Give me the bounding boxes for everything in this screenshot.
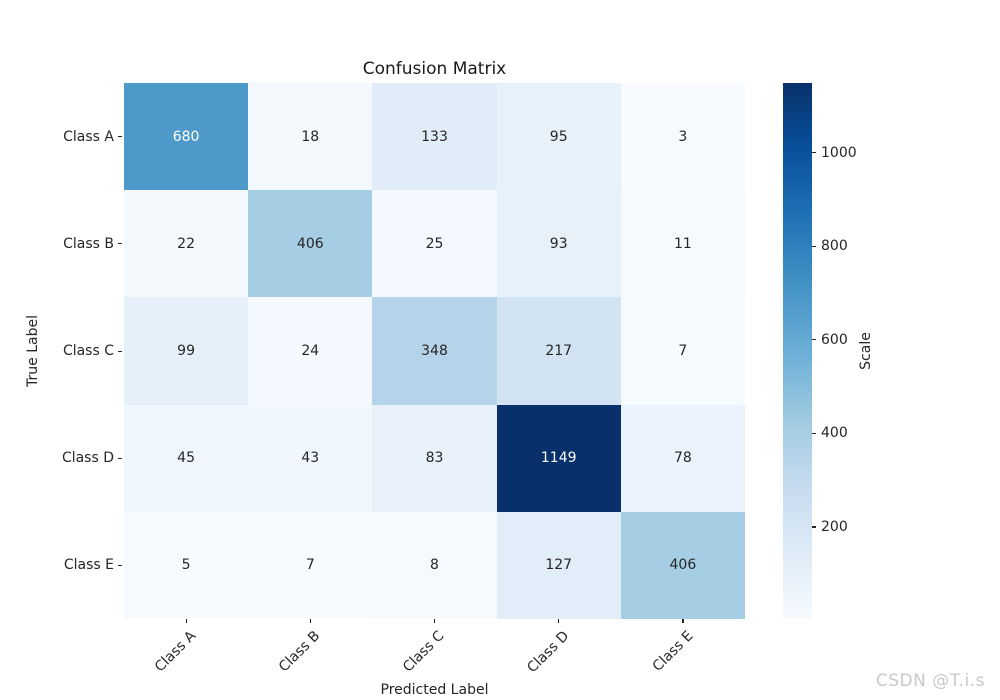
heatmap-grid: 680 18 133 95 3 22 406 25 93 11 99 24 348 217 7 45 43 83 1… (124, 83, 745, 619)
colorbar-tick-label: 600 (821, 331, 848, 348)
y-tick-mark (118, 136, 122, 138)
heatmap-cell-C-C: 348 (372, 297, 497, 405)
heatmap-cell-E-C: 8 (372, 511, 497, 619)
heatmap-cell-E-D: 127 (496, 511, 621, 619)
colorbar-tick-mark (812, 152, 816, 154)
colorbar-tick-label: 200 (821, 518, 848, 535)
chart-title: Confusion Matrix (362, 59, 507, 79)
heatmap-cell-A-B: 18 (248, 83, 373, 191)
x-tick-label: Class D (523, 628, 573, 677)
x-tick-mark (434, 619, 436, 623)
colorbar-label: Scale (858, 332, 874, 370)
heatmap-cell-E-A: 5 (124, 511, 249, 619)
heatmap-cell-D-E: 78 (620, 404, 745, 512)
x-tick-mark (309, 619, 311, 623)
x-tick-label: Class B (276, 628, 324, 676)
heatmap-cell-C-D: 217 (496, 297, 621, 405)
heatmap-cell-B-B: 406 (248, 190, 373, 298)
y-tick-label: Class A (63, 128, 114, 145)
heatmap-cell-B-C: 25 (372, 190, 497, 298)
colorbar-tick-label: 800 (821, 238, 848, 255)
heatmap-cell-E-E: 406 (620, 511, 745, 619)
heatmap-cell-C-E: 7 (620, 297, 745, 405)
heatmap-cell-D-C: 83 (372, 404, 497, 512)
colorbar-tick-label: 400 (821, 425, 848, 442)
x-tick-mark (558, 619, 560, 623)
colorbar-tick-mark (812, 339, 816, 341)
y-tick-mark (118, 457, 122, 459)
heatmap-cell-D-B: 43 (248, 404, 373, 512)
y-tick-label: Class D (61, 450, 114, 467)
x-tick-label: Class C (400, 628, 448, 676)
heatmap-cell-A-D: 95 (496, 83, 621, 191)
heatmap-cell-A-A: 680 (124, 83, 249, 191)
y-tick-label: Class C (62, 343, 114, 359)
x-tick-label: Class A (152, 628, 200, 676)
heatmap-cell-B-E: 11 (620, 190, 745, 298)
heatmap-cell-B-A: 22 (124, 190, 249, 298)
colorbar-tick-mark (812, 245, 816, 247)
y-tick-mark (118, 350, 122, 352)
x-tick-mark (682, 619, 684, 623)
x-tick-label: Class E (649, 628, 697, 675)
x-axis-label: Predicted Label (380, 682, 489, 698)
watermark: CSDN @T.i.s (875, 671, 985, 691)
y-tick-label: Class B (63, 235, 114, 252)
colorbar-tick-mark (812, 526, 816, 528)
y-tick-label: Class E (63, 557, 114, 574)
heatmap-cell-D-A: 45 (124, 404, 249, 512)
x-tick-mark (185, 619, 187, 623)
heatmap-cell-E-B: 7 (248, 511, 373, 619)
colorbar-tick-label: 1000 (821, 144, 857, 161)
heatmap-cell-A-E: 3 (620, 83, 745, 191)
y-tick-mark (118, 243, 122, 245)
heatmap-cell-B-D: 93 (496, 190, 621, 298)
y-tick-mark (118, 564, 122, 567)
heatmap-cell-C-A: 99 (124, 297, 249, 405)
colorbar-tick-mark (812, 432, 816, 434)
y-axis-label: True Label (25, 315, 41, 387)
colorbar-gradient (783, 83, 812, 619)
heatmap-cell-D-D: 1149 (496, 404, 621, 512)
heatmap-cell-C-B: 24 (248, 297, 373, 405)
heatmap-cell-A-C: 133 (372, 83, 497, 191)
